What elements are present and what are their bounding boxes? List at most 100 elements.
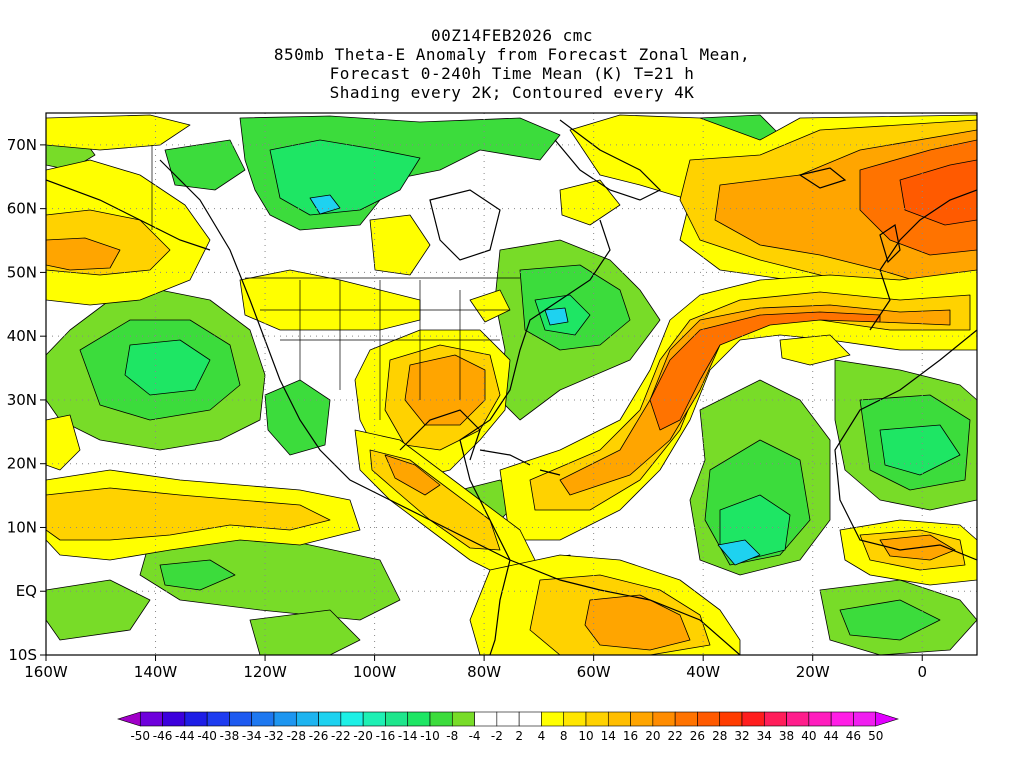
lon-tick-label: 40W — [686, 663, 720, 681]
colorbar-label: 14 — [601, 729, 616, 743]
lon-tick-label: 140W — [134, 663, 178, 681]
colorbar-swatch — [741, 711, 765, 727]
colorbar-label: 38 — [779, 729, 794, 743]
colorbar-swatch — [429, 711, 453, 727]
colorbar-label: -38 — [220, 729, 240, 743]
colorbar-swatch — [541, 711, 565, 727]
plot-area — [46, 113, 977, 655]
colorbar-label: -46 — [153, 729, 173, 743]
colorbar-label: 20 — [645, 729, 660, 743]
pos-orange-anomaly-region — [46, 237, 121, 271]
colorbar-swatch — [830, 711, 854, 727]
colorbar-label: 50 — [868, 729, 883, 743]
lat-tick-label: 10N — [7, 518, 37, 536]
colorbar-label: 32 — [734, 729, 749, 743]
colorbar-label: -8 — [446, 729, 458, 743]
title-line-3: Forecast 0-240h Time Mean (K) T=21 h — [329, 64, 695, 83]
colorbar-label: 10 — [578, 729, 593, 743]
colorbar-high-arrow — [875, 711, 900, 727]
axis-ticks: 160W 140W 120W 100W 80W 60W 40W 20W 0 70N 60N 50N 40… — [7, 136, 927, 681]
colorbar-swatch — [630, 711, 654, 727]
colorbar-label: -20 — [353, 729, 373, 743]
lat-tick-label: 10S — [8, 646, 37, 664]
colorbar-swatch — [318, 711, 342, 727]
colorbar-swatch — [474, 711, 498, 727]
lat-tick-label: 30N — [7, 391, 37, 409]
colorbar-swatch — [229, 711, 253, 727]
colorbar-swatch — [697, 711, 721, 727]
pos-red-anomaly-region — [899, 159, 977, 226]
colorbar-label: 40 — [801, 729, 816, 743]
colorbar-swatch — [763, 711, 787, 727]
colorbar-label: 16 — [623, 729, 638, 743]
neg-mid-anomaly-region — [839, 599, 941, 641]
colorbar-swatch — [295, 711, 319, 727]
colorbar-label: 46 — [846, 729, 861, 743]
colorbar-swatch — [162, 711, 186, 727]
neg-light-anomaly-region — [249, 609, 361, 655]
colorbar-swatch — [340, 711, 364, 727]
neg-strong-anomaly-region — [269, 139, 421, 216]
colorbar-label: 44 — [824, 729, 839, 743]
colorbar-label: 8 — [560, 729, 568, 743]
title-line-1: 00Z14FEB2026 cmc — [430, 26, 594, 45]
colorbar-label: 28 — [712, 729, 727, 743]
colorbar-label: -10 — [420, 729, 440, 743]
neg-cyan-anomaly-region — [717, 539, 761, 566]
colorbar-label: -4 — [469, 729, 481, 743]
colorbar-label: -16 — [376, 729, 396, 743]
colorbar-swatch — [251, 711, 275, 727]
lat-tick-label: EQ — [16, 582, 37, 600]
colorbar-label: -28 — [286, 729, 306, 743]
lat-tick-label: 60N — [7, 200, 37, 218]
lon-tick-label: 80W — [467, 663, 501, 681]
lat-tick-label: 20N — [7, 455, 37, 473]
colorbar-swatch — [563, 711, 587, 727]
colorbar-swatch — [853, 711, 877, 727]
colorbar-label: -26 — [309, 729, 329, 743]
anomaly-shading — [46, 114, 977, 655]
colorbar-swatch — [451, 711, 475, 727]
neg-mid-anomaly-region — [164, 139, 246, 191]
title-line-2: 850mb Theta-E Anomaly from Forecast Zona… — [273, 45, 751, 64]
chart-titles: 00Z14FEB2026 cmc 850mb Theta-E Anomaly f… — [0, 26, 1024, 102]
colorbar-swatch — [786, 711, 810, 727]
colorbar-swatch — [385, 711, 409, 727]
colorbar-swatch — [808, 711, 832, 727]
pos-orange-anomaly-region — [584, 594, 691, 651]
colorbar: -50 -46 -44 -40 -38 -34 -32 -28 -26 -22 -20 -16 -14-… — [116, 711, 900, 743]
lat-tick-label: 50N — [7, 263, 37, 281]
lat-tick-label: 70N — [7, 136, 37, 154]
pos-light-anomaly-region — [369, 214, 431, 276]
lon-tick-label: 100W — [353, 663, 397, 681]
political-borders — [151, 145, 520, 420]
colorbar-swatch — [652, 711, 676, 727]
lon-tick-label: 160W — [24, 663, 68, 681]
colorbar-swatch — [407, 711, 431, 727]
pos-orange-anomaly-region — [559, 304, 951, 496]
pos-light-anomaly-region — [46, 414, 81, 471]
colorbar-label: -50 — [130, 729, 150, 743]
title-line-4: Shading every 2K; Contoured every 4K — [329, 83, 695, 102]
gridlines — [46, 113, 977, 655]
colorbar-label: -14 — [398, 729, 418, 743]
colorbar-swatch — [362, 711, 386, 727]
colorbar-label: 22 — [668, 729, 683, 743]
colorbar-label: 26 — [690, 729, 705, 743]
colorbar-swatch — [496, 711, 520, 727]
plot-frame — [45, 112, 978, 656]
colorbar-label: 2 — [515, 729, 523, 743]
lon-tick-label: 20W — [796, 663, 830, 681]
colorbar-swatch — [607, 711, 631, 727]
lon-tick-label: 0 — [917, 663, 927, 681]
colorbar-label: -32 — [264, 729, 284, 743]
neg-cyan-anomaly-region — [544, 307, 569, 326]
pos-mid-anomaly-region — [46, 487, 331, 541]
colorbar-label: -44 — [175, 729, 195, 743]
colorbar-swatch — [518, 711, 542, 727]
colorbar-swatch — [674, 711, 698, 727]
colorbar-swatch — [184, 711, 208, 727]
lat-tick-label: 40N — [7, 327, 37, 345]
pos-light-anomaly-region — [779, 334, 851, 366]
